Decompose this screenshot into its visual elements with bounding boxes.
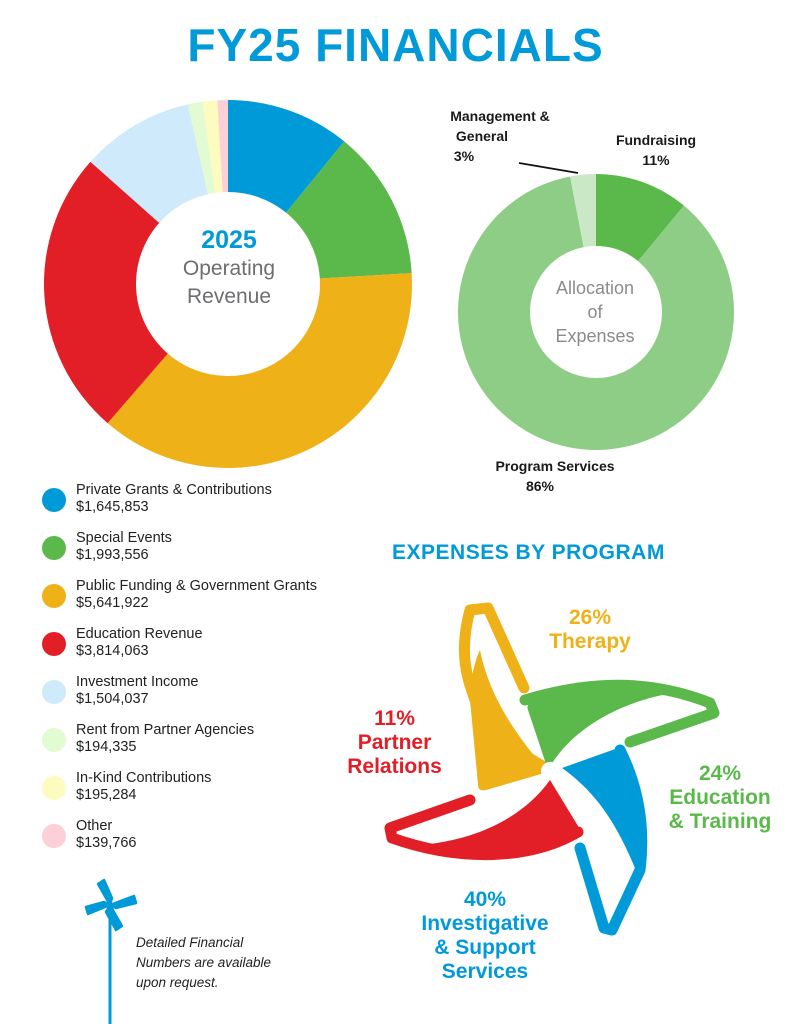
legend-label: Other <box>76 818 113 834</box>
management-label: Management & General 3% <box>425 106 575 166</box>
investigative-name-line2: & Support <box>434 936 536 959</box>
legend-label: Private Grants & Contributions <box>76 482 272 498</box>
partner-pct: 11% <box>374 707 415 730</box>
program-services-name: Program Services <box>495 458 615 474</box>
donut-slice <box>202 100 223 193</box>
revenue-year: 2025 <box>201 226 257 254</box>
revenue-donut-center: 2025 Operating Revenue <box>149 226 309 311</box>
donut-slice <box>187 101 216 195</box>
legend-value: $5,641,922 <box>76 595 149 611</box>
legend-value: $194,335 <box>76 739 137 755</box>
legend-value: $3,814,063 <box>76 643 149 659</box>
education-name-line1: Education <box>669 786 771 809</box>
legend-item: Investment Income $1,504,037 <box>42 674 382 722</box>
pinwheel-logo-icon <box>84 878 138 1024</box>
program-pinwheel <box>384 602 720 936</box>
partner-name-line2: Relations <box>347 755 442 778</box>
legend-value: $1,504,037 <box>76 691 149 707</box>
legend-value: $195,284 <box>76 787 137 803</box>
revenue-center-line1: Operating <box>182 257 276 280</box>
education-blade <box>519 679 720 770</box>
footnote-line3: upon request. <box>136 975 219 990</box>
investigative-name-line1: Investigative <box>421 912 549 935</box>
investigative-blade <box>562 744 648 936</box>
donut-slice <box>596 174 684 262</box>
partner-name-line1: Partner <box>357 731 432 754</box>
pinwheel-hub <box>541 762 559 780</box>
footnote-line2: Numbers are available <box>136 955 272 970</box>
donut-slice <box>90 104 208 223</box>
footnote-line1: Detailed Financial <box>136 935 244 950</box>
education-training-label: 24% Education & Training <box>650 762 790 834</box>
investigative-support-label: 40% Investigative & Support Services <box>400 888 570 984</box>
therapy-blade <box>458 602 556 791</box>
legend-swatch-icon <box>42 536 66 560</box>
legend-label: Education Revenue <box>76 626 203 642</box>
fundraising-label: Fundraising 11% <box>596 130 716 170</box>
management-leader-line <box>518 162 579 174</box>
donut-slice <box>44 161 168 424</box>
legend-swatch-icon <box>42 584 66 608</box>
legend-label: Public Funding & Government Grants <box>76 578 317 594</box>
therapy-label: 26% Therapy <box>530 606 650 654</box>
therapy-name: Therapy <box>549 630 631 653</box>
management-pct: 3% <box>453 148 475 164</box>
management-name-line1: Management & <box>450 108 550 124</box>
legend-item: Special Events $1,993,556 <box>42 530 382 578</box>
legend-value: $1,645,853 <box>76 499 149 515</box>
partner-blade <box>384 780 584 861</box>
expenses-center-line3: Expenses <box>555 326 635 346</box>
footnote: Detailed Financial Numbers are available… <box>136 933 271 993</box>
legend-item: Rent from Partner Agencies $194,335 <box>42 722 382 770</box>
investigative-pct: 40% <box>463 888 507 911</box>
legend-label: Special Events <box>76 530 172 546</box>
legend-item: Education Revenue $3,814,063 <box>42 626 382 674</box>
legend-value: $139,766 <box>76 835 137 851</box>
fundraising-pct: 11% <box>642 152 670 168</box>
program-services-pct: 86% <box>525 478 555 494</box>
expenses-donut-chart <box>458 174 735 450</box>
donut-slice <box>458 176 735 450</box>
donut-slice <box>286 141 412 279</box>
fundraising-name: Fundraising <box>615 132 697 148</box>
expenses-by-program-title: EXPENSES BY PROGRAM <box>392 541 665 564</box>
legend-label: In-Kind Contributions <box>76 770 212 786</box>
legend-label: Investment Income <box>76 674 199 690</box>
legend-swatch-icon <box>42 824 66 848</box>
education-name-line2: & Training <box>668 810 772 833</box>
legend-swatch-icon <box>42 680 66 704</box>
program-services-label: Program Services 86% <box>465 456 645 496</box>
therapy-pct: 26% <box>568 606 612 629</box>
legend-label: Rent from Partner Agencies <box>76 722 255 738</box>
education-pct: 24% <box>698 762 742 785</box>
expenses-donut-center: Allocation of Expenses <box>525 276 665 348</box>
revenue-legend: Private Grants & Contributions $1,645,853… <box>42 482 382 866</box>
legend-value: $1,993,556 <box>76 547 149 563</box>
revenue-donut-chart <box>44 100 412 468</box>
management-name-line2: General <box>455 128 509 144</box>
partner-relations-label: 11% Partner Relations <box>332 707 457 779</box>
legend-item: Public Funding & Government Grants $5,641… <box>42 578 382 626</box>
legend-swatch-icon <box>42 488 66 512</box>
expenses-center-line1: Allocation <box>555 278 635 298</box>
legend-item: Other $139,766 <box>42 818 382 866</box>
donut-slice <box>570 174 596 248</box>
revenue-center-line2: Revenue <box>186 285 272 308</box>
donut-slice <box>107 273 412 468</box>
legend-item: In-Kind Contributions $195,284 <box>42 770 382 818</box>
donut-slice <box>228 100 345 213</box>
legend-swatch-icon <box>42 632 66 656</box>
legend-swatch-icon <box>42 776 66 800</box>
investigative-name-line3: Services <box>441 960 529 983</box>
donut-slice <box>217 100 228 193</box>
expenses-center-line2: of <box>587 302 603 322</box>
page-title: FY25 FINANCIALS <box>187 19 604 71</box>
legend-swatch-icon <box>42 728 66 752</box>
legend-item: Private Grants & Contributions $1,645,853 <box>42 482 382 530</box>
